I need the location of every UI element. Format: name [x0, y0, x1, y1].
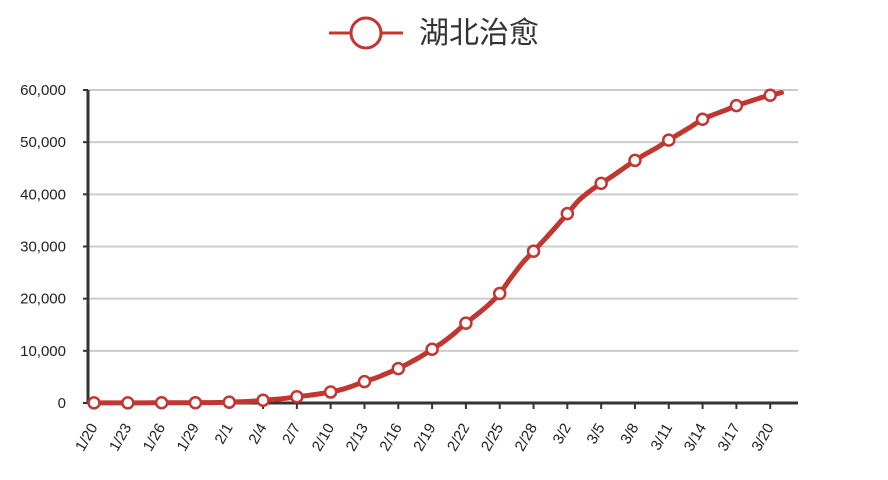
data-point[interactable]: [629, 155, 640, 166]
data-point[interactable]: [460, 318, 471, 329]
series-line: [94, 93, 781, 403]
axes: [83, 90, 798, 409]
x-tick-label: 3/8: [617, 421, 642, 448]
y-tick-label: 50,000: [20, 134, 66, 151]
x-tick-label: 1/29: [174, 421, 203, 455]
legend[interactable]: 湖北治愈: [329, 16, 539, 51]
data-point[interactable]: [291, 391, 302, 402]
data-point[interactable]: [224, 397, 235, 408]
data-point[interactable]: [427, 344, 438, 355]
x-tick-label: 1/20: [72, 421, 101, 455]
x-tick-label: 2/10: [309, 421, 338, 455]
x-tick-label: 3/5: [583, 421, 608, 448]
data-point[interactable]: [562, 208, 573, 219]
x-tick-label: 1/23: [106, 421, 135, 455]
data-point[interactable]: [258, 395, 269, 406]
x-tick-label: 2/28: [512, 421, 541, 455]
y-tick-label: 0: [58, 395, 66, 412]
y-tick-label: 60,000: [20, 82, 66, 99]
series-group: [89, 90, 782, 409]
data-point[interactable]: [89, 397, 100, 408]
data-point[interactable]: [663, 135, 674, 146]
x-tick-label: 2/25: [478, 420, 507, 454]
y-tick-label: 20,000: [20, 291, 66, 308]
y-tick-label: 40,000: [20, 186, 66, 203]
x-tick-label: 1/26: [140, 421, 169, 455]
x-tick-label: 2/1: [212, 421, 237, 448]
x-tick-label: 2/4: [245, 421, 270, 448]
data-point[interactable]: [190, 397, 201, 408]
x-tick-label: 3/14: [681, 421, 710, 455]
data-point[interactable]: [494, 288, 505, 299]
x-tick-label: 2/16: [376, 421, 405, 455]
x-tick-label: 2/22: [444, 421, 473, 455]
x-tick-label: 3/17: [715, 421, 744, 455]
data-point[interactable]: [765, 90, 776, 101]
data-point[interactable]: [122, 397, 133, 408]
data-point[interactable]: [359, 376, 370, 387]
x-tick-label: 3/20: [748, 421, 777, 455]
data-point[interactable]: [697, 114, 708, 125]
data-point[interactable]: [596, 178, 607, 189]
y-tick-label: 30,000: [20, 239, 66, 256]
x-tick-label: 2/7: [279, 421, 304, 448]
y-axis-labels: 0 10,000 20,000 30,000 40,000 50,000 60,000: [20, 82, 66, 412]
data-point[interactable]: [528, 246, 539, 257]
x-tick-label: 2/13: [343, 421, 372, 455]
data-point[interactable]: [156, 397, 167, 408]
x-axis-labels: 1/20 1/23 1/26 1/29 2/1 2/4 2/7 2/10 2/13 2/16 2/1…: [72, 420, 778, 454]
x-tick-label: 3/11: [647, 421, 676, 454]
legend-label: 湖北治愈: [419, 16, 539, 51]
legend-marker-icon: [351, 18, 381, 48]
x-tick-label: 2/19: [410, 421, 439, 455]
data-point[interactable]: [325, 387, 336, 398]
x-tick-label: 3/2: [550, 421, 575, 448]
data-point[interactable]: [731, 100, 742, 111]
data-point[interactable]: [393, 363, 404, 374]
y-tick-label: 10,000: [20, 343, 66, 360]
